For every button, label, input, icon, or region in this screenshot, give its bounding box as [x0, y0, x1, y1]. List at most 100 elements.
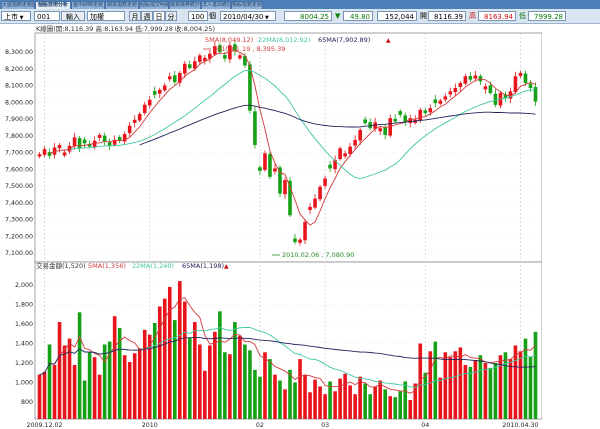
volume-bar	[468, 366, 473, 419]
price-ma65-line	[139, 104, 536, 146]
candle-body	[87, 143, 92, 147]
volume-bar	[167, 286, 172, 419]
date-select[interactable]: 2010/04/30 ▼	[220, 11, 276, 21]
volume-bar	[508, 359, 513, 419]
candle-body	[263, 153, 267, 170]
period-week-button[interactable]: 週	[141, 11, 153, 21]
volume-bar	[528, 357, 533, 419]
open-value: 8116.39	[428, 11, 466, 21]
price-tick-label: 8,100.00	[5, 83, 33, 90]
tab-3[interactable]: 盤中即時走勢	[71, 1, 105, 9]
volume-bar	[223, 352, 227, 419]
tab-6[interactable]: 融資融券統計	[169, 1, 201, 9]
volume-tick-label: 1,400	[15, 341, 33, 348]
volume-bar	[488, 367, 493, 419]
volume-bar	[248, 350, 252, 419]
volume-bar	[473, 360, 478, 419]
price-panel-frame	[34, 32, 543, 263]
candle-body	[528, 83, 533, 89]
candle-body	[368, 122, 372, 129]
candle-body	[518, 72, 523, 76]
volume-bar	[67, 338, 72, 419]
candle-body	[328, 164, 332, 169]
price-tick-label: 7,200.00	[5, 233, 33, 240]
volume-info: 交易金額(1,520)	[36, 261, 86, 270]
volume-bar	[513, 345, 518, 419]
volume-bar	[87, 352, 92, 419]
tab-4[interactable]: 期貨指數走勢	[105, 1, 139, 9]
right-margin	[542, 33, 600, 419]
volume-bar	[122, 355, 127, 419]
volume-bar	[258, 376, 262, 419]
candle-body	[403, 115, 408, 123]
candle-body	[448, 91, 453, 95]
code-input[interactable]: 001	[34, 11, 60, 21]
volume-bar	[493, 363, 498, 419]
volume-bar	[413, 383, 418, 419]
input-button[interactable]: 輸入	[61, 11, 85, 21]
period-day-button[interactable]: 日	[153, 11, 165, 21]
volume-bar	[188, 337, 192, 419]
up-triangle-icon: ▲	[386, 37, 391, 44]
candle-body	[308, 206, 312, 210]
candle-body	[157, 89, 162, 94]
volume-bar	[117, 327, 122, 419]
period-minute-button[interactable]: 分	[165, 11, 177, 21]
candle-body	[508, 91, 513, 99]
candle-body	[363, 119, 367, 124]
volume-bar	[398, 391, 403, 419]
candle-body	[348, 146, 352, 155]
price-tick-label: 7,800.00	[5, 133, 33, 140]
volume-bar	[37, 374, 42, 419]
price-ma5-line	[49, 50, 536, 226]
volume-bar	[182, 301, 187, 419]
volume-bar	[157, 306, 162, 419]
candle-body	[147, 99, 152, 106]
period-month-button[interactable]: 月	[129, 11, 141, 21]
candle-body	[358, 129, 362, 141]
volume-bar	[273, 374, 277, 419]
tab-1[interactable]: 大盤指數走勢圖	[1, 1, 35, 9]
tab-5[interactable]: 個股成交明細	[139, 1, 169, 9]
candle-body	[132, 119, 137, 123]
x-tick-label: 2009.12.02	[26, 422, 62, 429]
candle-body	[408, 118, 413, 124]
candle-body	[283, 180, 287, 195]
volume-bar	[523, 338, 528, 419]
count-input[interactable]: 100	[188, 11, 208, 21]
volume-bar	[253, 369, 257, 419]
candle-body	[378, 128, 382, 132]
volume-bar	[198, 344, 202, 419]
tab-7[interactable]: 法人進出統計	[201, 1, 231, 9]
candle-body	[42, 149, 47, 155]
chevron-down-icon: ▼	[263, 15, 269, 21]
x-tick-label: 2010.04.30	[502, 422, 538, 429]
candle-body	[193, 61, 197, 69]
candle-body	[438, 100, 443, 104]
count-unit-label: 個	[209, 12, 216, 20]
close-price: 8004.25	[284, 11, 332, 21]
candle-body	[152, 91, 157, 95]
price-tick-label: 8,200.00	[5, 66, 33, 73]
tab-8[interactable]: 類股指數走勢	[231, 1, 263, 9]
tab-2[interactable]: 個股技術分析	[35, 1, 71, 9]
candle-body	[243, 56, 247, 66]
down-triangle-icon: ▼	[335, 12, 341, 20]
volume-bar	[443, 352, 448, 419]
volume-bar	[458, 347, 463, 419]
candle-body	[92, 140, 97, 148]
date-value: 2010/04/30	[223, 13, 264, 21]
volume-bar	[193, 322, 197, 419]
volume-bar	[438, 377, 443, 419]
price-tick-label: 7,600.00	[5, 166, 33, 173]
market-select[interactable]: 上市 ▼	[1, 11, 31, 21]
volume-bar	[152, 323, 157, 419]
candle-body	[513, 76, 518, 93]
volume-ma22-line	[69, 326, 536, 388]
volume-bar	[373, 386, 377, 419]
volume-bar	[378, 380, 382, 419]
candle-body	[278, 167, 282, 194]
volume-bar	[298, 359, 302, 419]
candle-body	[428, 108, 433, 113]
